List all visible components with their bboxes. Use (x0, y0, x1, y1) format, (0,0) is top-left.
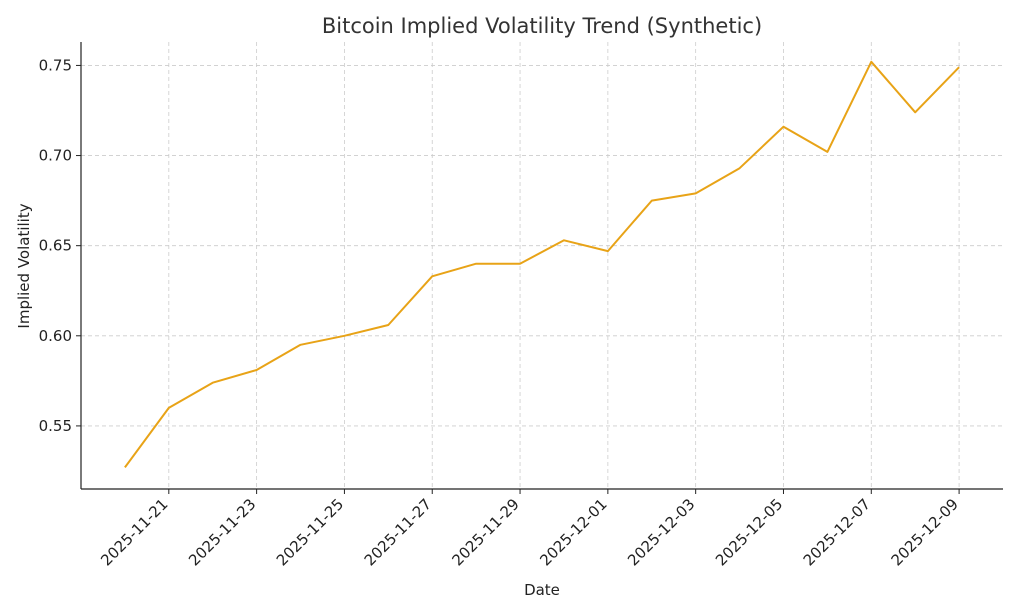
y-tick-label: 0.55 (39, 417, 72, 435)
chart-title: Bitcoin Implied Volatility Trend (Synthe… (322, 14, 762, 38)
y-tick-label: 0.60 (39, 327, 72, 345)
y-tick-label: 0.70 (39, 147, 72, 165)
y-axis-label: Implied Volatility (15, 203, 33, 328)
x-ticks: 2025-11-21 2025-11-23 2025-11-25 2025-11-27… (97, 489, 962, 569)
x-tick-label: 2025-12-01 (536, 495, 610, 569)
x-tick-label: 2025-12-03 (624, 495, 698, 569)
x-tick-label: 2025-12-07 (800, 495, 874, 569)
x-tick-label: 2025-12-05 (712, 495, 786, 569)
x-tick-label: 2025-11-21 (97, 495, 171, 569)
y-ticks: 0.55 0.60 0.65 0.70 0.75 (39, 56, 81, 435)
y-tick-label: 0.65 (39, 237, 72, 255)
series-layer (124, 60, 960, 468)
grid (81, 42, 1003, 489)
x-tick-label: 2025-11-29 (448, 495, 522, 569)
y-tick-label: 0.75 (39, 56, 72, 74)
x-tick-label: 2025-12-09 (888, 495, 962, 569)
x-tick-label: 2025-11-23 (185, 495, 259, 569)
series-line (124, 60, 960, 468)
x-tick-label: 2025-11-27 (361, 495, 435, 569)
x-tick-label: 2025-11-25 (273, 495, 347, 569)
x-axis-label: Date (524, 581, 560, 599)
